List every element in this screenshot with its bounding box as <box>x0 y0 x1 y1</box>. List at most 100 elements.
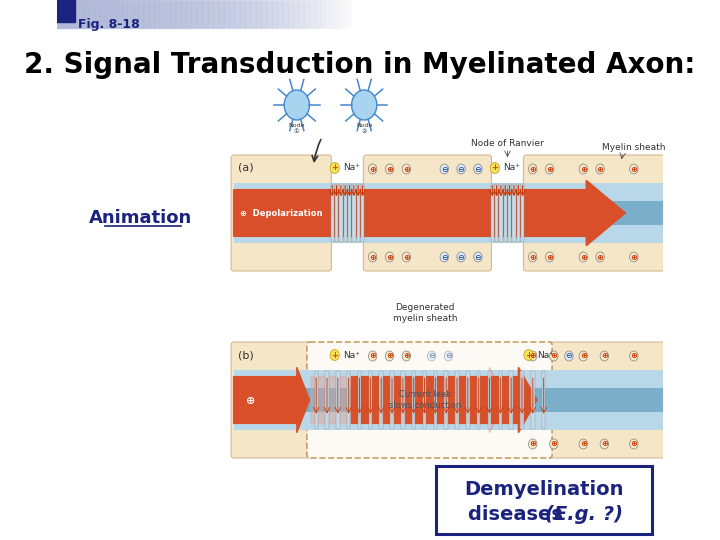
Bar <box>237 0 238 28</box>
Bar <box>315 0 316 28</box>
Bar <box>141 0 142 28</box>
Bar <box>135 0 136 28</box>
Bar <box>114 0 116 28</box>
Bar <box>510 371 513 429</box>
Bar <box>257 0 258 28</box>
Bar <box>221 0 222 28</box>
FancyArrow shape <box>233 367 310 433</box>
Bar <box>104 0 106 28</box>
Bar <box>255 0 256 28</box>
Bar <box>273 0 274 28</box>
Bar <box>107 0 108 28</box>
Bar <box>192 0 193 28</box>
Bar <box>339 0 340 28</box>
Bar <box>76 0 77 28</box>
Bar <box>258 0 259 28</box>
Bar <box>270 0 271 28</box>
Bar <box>342 0 343 28</box>
Circle shape <box>474 164 482 174</box>
Bar <box>69 0 70 28</box>
Bar <box>57 0 58 28</box>
Bar <box>111 0 112 28</box>
Text: ⊕: ⊕ <box>386 253 393 261</box>
Bar <box>208 0 210 28</box>
Circle shape <box>402 252 410 262</box>
Bar <box>294 0 295 28</box>
Text: ⊖: ⊖ <box>428 352 435 361</box>
Bar <box>207 0 208 28</box>
Text: 2. Signal Transduction in Myelinated Axon:: 2. Signal Transduction in Myelinated Axo… <box>24 51 696 79</box>
Bar <box>180 0 181 28</box>
Text: Na⁺: Na⁺ <box>343 350 360 360</box>
Bar <box>289 0 290 28</box>
FancyBboxPatch shape <box>436 466 652 534</box>
Text: Node
②: Node ② <box>356 123 372 134</box>
Bar <box>195 0 196 28</box>
Circle shape <box>369 351 377 361</box>
Text: +: + <box>525 350 532 360</box>
Bar <box>356 184 360 242</box>
Bar <box>233 370 663 430</box>
Text: +: + <box>331 164 338 172</box>
Bar <box>242 0 243 28</box>
Text: ⊕: ⊕ <box>529 352 536 361</box>
FancyArrow shape <box>351 367 537 433</box>
Bar <box>433 371 437 429</box>
Bar <box>369 371 372 429</box>
Circle shape <box>351 90 377 120</box>
Bar <box>244 0 245 28</box>
Text: ⊕: ⊕ <box>580 165 587 173</box>
Bar <box>253 0 254 28</box>
Bar <box>542 371 545 429</box>
Text: ⊖: ⊖ <box>565 352 572 361</box>
Text: ⊕: ⊕ <box>580 253 587 261</box>
Bar <box>271 0 272 28</box>
Bar <box>220 0 221 28</box>
Bar <box>332 0 333 28</box>
Circle shape <box>549 351 558 361</box>
Bar <box>116 0 117 28</box>
Bar <box>495 184 498 242</box>
Bar <box>112 0 113 28</box>
Bar <box>256 0 257 28</box>
Bar <box>488 371 491 429</box>
Text: Na⁺: Na⁺ <box>537 350 554 360</box>
Circle shape <box>528 252 537 262</box>
Bar <box>285 0 286 28</box>
Bar <box>134 0 135 28</box>
Bar <box>231 0 232 28</box>
Bar <box>138 0 139 28</box>
Bar <box>194 0 195 28</box>
Bar <box>349 0 350 28</box>
Bar <box>243 0 244 28</box>
Circle shape <box>385 252 394 262</box>
Text: Degenerated
myelin sheath: Degenerated myelin sheath <box>392 303 457 323</box>
Text: ⊕: ⊕ <box>580 440 587 449</box>
Bar <box>280 0 281 28</box>
Bar <box>284 0 285 28</box>
Bar <box>166 0 167 28</box>
Bar <box>57 0 75 22</box>
Bar <box>508 184 511 242</box>
Bar <box>144 0 145 28</box>
Circle shape <box>369 164 377 174</box>
Bar <box>276 0 277 28</box>
Circle shape <box>545 164 554 174</box>
Bar <box>344 0 345 28</box>
Circle shape <box>444 351 453 361</box>
Text: Node
①: Node ① <box>289 123 305 134</box>
Bar <box>281 0 282 28</box>
Bar <box>343 0 344 28</box>
Bar <box>263 0 264 28</box>
Bar <box>71 0 72 28</box>
Bar <box>182 0 183 28</box>
Bar <box>250 0 251 28</box>
Bar <box>186 0 187 28</box>
Bar <box>278 0 279 28</box>
Bar <box>347 371 351 429</box>
Bar <box>279 0 280 28</box>
Bar <box>348 184 351 242</box>
Bar <box>274 0 275 28</box>
Bar <box>59 0 60 28</box>
Bar <box>185 0 186 28</box>
